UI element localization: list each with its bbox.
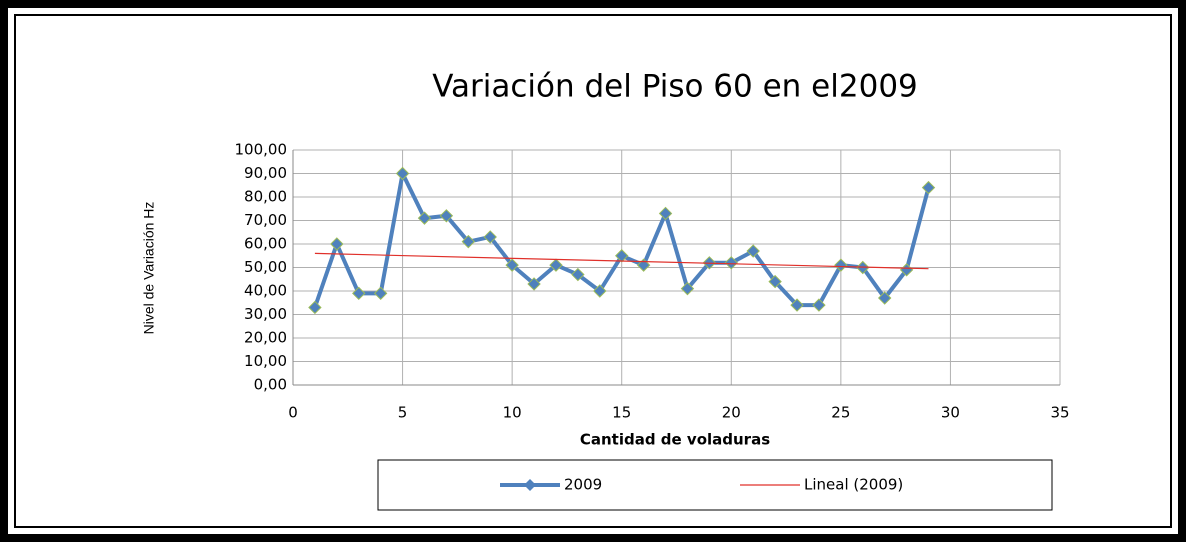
point-marker: [724, 256, 738, 270]
legend-marker: [524, 479, 536, 491]
point-marker: [352, 286, 366, 301]
point-marker: [417, 211, 432, 225]
chart-title: Variación del Piso 60 en el2009: [432, 69, 918, 105]
y-tick-label: 40,00: [244, 282, 287, 300]
point-marker: [593, 284, 607, 298]
x-tick-label: 25: [831, 404, 850, 422]
point-marker: [812, 298, 826, 312]
point-marker: [330, 237, 344, 251]
y-tick-label: 30,00: [244, 305, 287, 323]
x-tick-label: 0: [288, 404, 298, 422]
point-marker: [746, 244, 760, 258]
point-marker: [483, 230, 497, 244]
trend-line: [314, 252, 929, 270]
point-marker: [527, 277, 541, 291]
x-tick-label: 5: [398, 404, 408, 422]
y-tick-label: 90,00: [244, 164, 287, 182]
point-marker: [373, 286, 388, 301]
legend-label: Lineal (2009): [804, 476, 903, 494]
point-marker: [658, 206, 673, 221]
x-tick-label: 20: [722, 404, 741, 422]
point-marker: [877, 291, 892, 305]
point-marker: [834, 258, 848, 272]
legend-box: [377, 459, 1053, 511]
point-marker: [395, 166, 410, 181]
point-marker: [615, 249, 629, 263]
x-axis-label: Cantidad de voladuras: [580, 431, 770, 449]
y-tick-label: 10,00: [244, 352, 287, 370]
point-marker: [790, 298, 804, 312]
x-tick-label: 30: [941, 404, 960, 422]
point-marker: [921, 180, 936, 195]
y-tick-label: 0,00: [254, 376, 287, 394]
y-tick-label: 50,00: [244, 258, 287, 276]
point-marker: [549, 258, 563, 272]
inner-frame: [14, 14, 1172, 528]
y-tick-label: 100,00: [235, 141, 288, 159]
point-marker: [768, 274, 782, 289]
y-tick-label: 70,00: [244, 211, 287, 229]
point-marker: [461, 234, 476, 249]
y-tick-label: 60,00: [244, 235, 287, 253]
x-tick-label: 10: [503, 404, 522, 422]
point-marker: [680, 281, 695, 296]
point-marker: [505, 258, 519, 272]
point-marker: [571, 267, 585, 282]
y-axis-label: Nivel de Variación Hz: [141, 202, 157, 335]
legend-label: 2009: [564, 476, 602, 494]
point-marker: [308, 300, 322, 315]
x-tick-label: 35: [1050, 404, 1069, 422]
y-tick-label: 20,00: [244, 329, 287, 347]
point-marker: [439, 209, 454, 223]
x-tick-label: 15: [612, 404, 631, 422]
y-tick-label: 80,00: [244, 188, 287, 206]
